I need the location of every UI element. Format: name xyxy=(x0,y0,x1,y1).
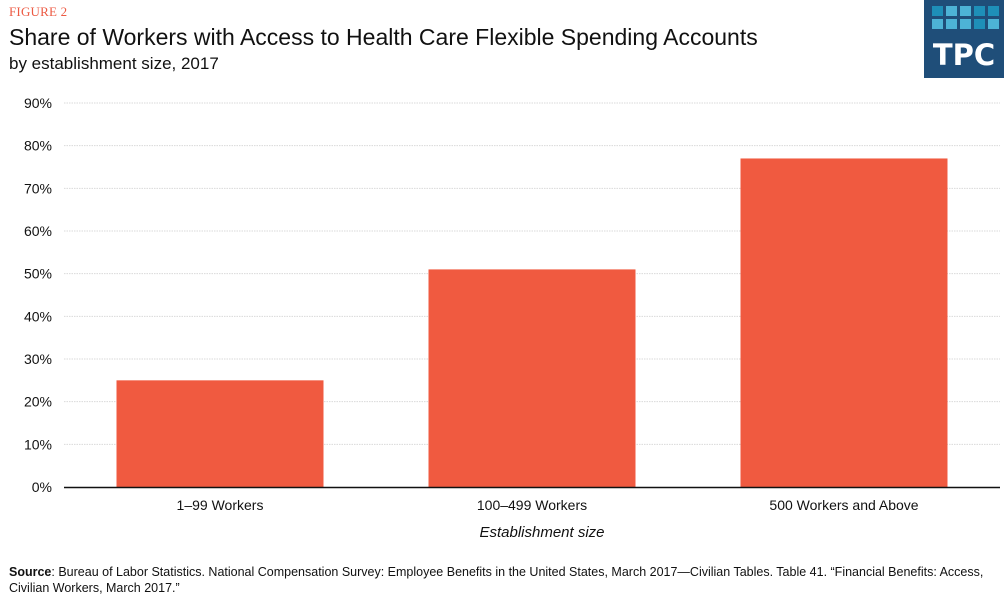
logo-tile xyxy=(932,6,943,16)
logo-tile xyxy=(974,6,985,16)
source-note: Source: Bureau of Labor Statistics. Nati… xyxy=(9,564,989,596)
y-tick-label: 50% xyxy=(24,266,52,282)
x-tick-label: 500 Workers and Above xyxy=(769,497,918,513)
x-axis-label: Establishment size xyxy=(479,524,604,541)
bar-chart: 0% 10% 20% 30% 40% 50% 60% 70% 80% 90% 1–99 Worke… xyxy=(24,95,1000,541)
source-label: Source xyxy=(9,565,52,579)
logo-tile xyxy=(960,19,971,29)
bar xyxy=(428,269,636,487)
chart-title: Share of Workers with Access to Health C… xyxy=(9,24,758,50)
logo-tile xyxy=(988,19,999,29)
logo-tile xyxy=(988,6,999,16)
logo-tile xyxy=(946,6,957,16)
y-tick-label: 20% xyxy=(24,394,52,410)
bar xyxy=(116,380,324,487)
tpc-logo: TPC xyxy=(924,0,1004,78)
logo-text: TPC xyxy=(932,38,996,72)
source-text: : Bureau of Labor Statistics. National C… xyxy=(9,565,984,595)
x-axis-ticks: 1–99 Workers 100–499 Workers 500 Workers a… xyxy=(177,497,919,513)
logo-tile xyxy=(960,6,971,16)
logo-tiles xyxy=(932,6,999,29)
y-tick-label: 30% xyxy=(24,351,52,367)
logo-tile xyxy=(946,19,957,29)
logo-tile xyxy=(932,19,943,29)
y-tick-label: 10% xyxy=(24,436,52,452)
figure-label: FIGURE 2 xyxy=(9,4,68,19)
y-tick-label: 60% xyxy=(24,223,52,239)
bar xyxy=(740,158,948,487)
bars xyxy=(116,158,948,487)
y-tick-label: 70% xyxy=(24,180,52,196)
y-axis-ticks: 0% 10% 20% 30% 40% 50% 60% 70% 80% 90% xyxy=(24,95,52,495)
y-tick-label: 90% xyxy=(24,95,52,111)
y-tick-label: 0% xyxy=(32,479,52,495)
logo-tile xyxy=(974,19,985,29)
chart-subtitle: by establishment size, 2017 xyxy=(9,54,219,73)
x-tick-label: 100–499 Workers xyxy=(477,497,587,513)
y-tick-label: 40% xyxy=(24,308,52,324)
x-tick-label: 1–99 Workers xyxy=(177,497,264,513)
y-tick-label: 80% xyxy=(24,138,52,154)
